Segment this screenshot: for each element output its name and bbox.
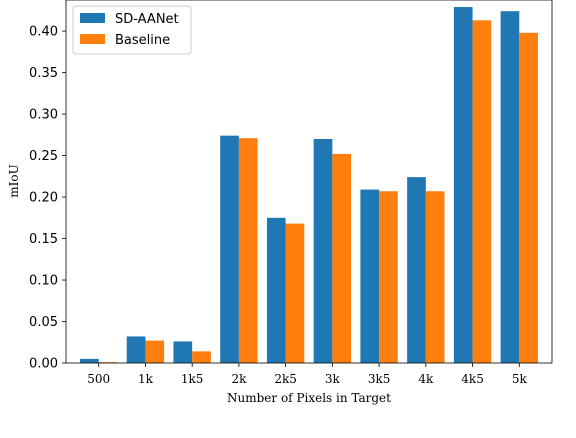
legend-swatch-baseline [80, 34, 105, 44]
x-tick-label: 1k5 [181, 372, 204, 386]
bar-baseline-3k [332, 153, 352, 363]
bar-baseline-2k5 [285, 223, 305, 363]
x-axis-title: Number of Pixels in Target [227, 391, 391, 405]
y-tick-label: 0.00 [29, 357, 58, 372]
bar-sd-aanet-4k [407, 177, 426, 363]
y-tick-label: 0.25 [29, 149, 58, 164]
bar-baseline-2k [238, 138, 258, 363]
y-tick-label: 0.20 [29, 191, 58, 206]
legend-label-baseline: Baseline [115, 33, 170, 48]
bar-sd-aanet-2k [220, 135, 239, 363]
x-tick-label: 3k [325, 372, 341, 386]
y-tick-label: 0.30 [29, 108, 58, 123]
bar-sd-aanet-500 [80, 358, 99, 363]
x-tick-label: 2k [231, 372, 247, 386]
x-axis: 500 1k 1k5 2k 2k5 3k 3k5 4k 4k5 5k [87, 363, 527, 386]
bar-baseline-1k [145, 340, 165, 363]
x-tick-label: 3k5 [368, 372, 391, 386]
y-tick-label: 0.05 [29, 315, 58, 330]
bar-sd-aanet-3k5 [360, 189, 380, 363]
y-axis-title: mIoU [7, 164, 21, 197]
plot-frame [65, 0, 553, 364]
legend-label-sd-aanet: SD-AANet [115, 12, 179, 27]
bar-sd-aanet-5k [500, 11, 520, 363]
y-tick-label: 0.35 [29, 66, 58, 81]
x-tick-label: 4k5 [461, 372, 484, 386]
x-tick-label: 2k5 [274, 372, 297, 386]
bar-sd-aanet-3k [313, 138, 333, 363]
y-tick-label: 0.40 [29, 25, 58, 40]
x-tick-label: 1k [138, 372, 154, 386]
bar-sd-aanet-1k [126, 336, 146, 363]
y-tick-label: 0.10 [29, 274, 58, 289]
x-tick-label: 4k [418, 372, 434, 386]
bar-baseline-4k [425, 191, 445, 363]
bar-baseline-1k5 [192, 351, 211, 363]
bar-baseline-5k [519, 32, 538, 364]
x-tick-label: 5k [512, 372, 528, 386]
y-tick-label: 0.15 [29, 232, 58, 247]
x-tick-label: 500 [87, 372, 110, 386]
bars-layer [80, 7, 538, 364]
legend-swatch-sd-aanet [80, 13, 105, 23]
bar-baseline-500 [98, 362, 118, 363]
legend: SD-AANet Baseline [72, 5, 192, 55]
bar-sd-aanet-4k5 [453, 7, 473, 364]
bar-baseline-4k5 [472, 20, 492, 364]
bar-sd-aanet-2k5 [266, 217, 286, 363]
y-axis: 0.00 0.05 0.10 0.15 0.20 0.25 0.30 0.35 0.40 [29, 25, 66, 372]
bar-baseline-3k5 [379, 191, 398, 363]
bar-sd-aanet-1k5 [173, 341, 193, 363]
